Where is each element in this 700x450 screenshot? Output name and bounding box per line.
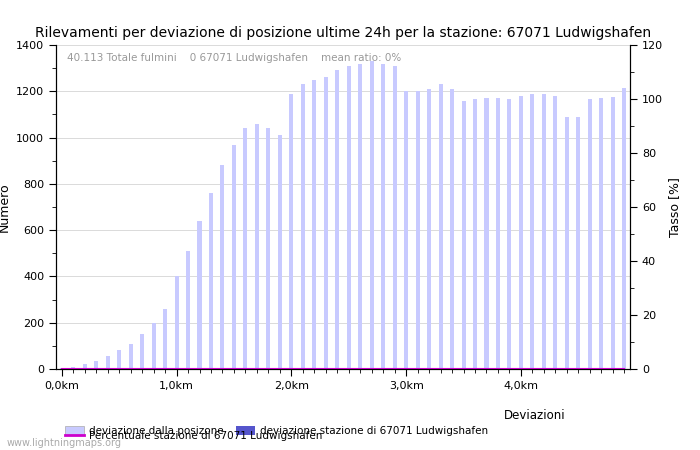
Bar [370, 61, 374, 369]
Bar [186, 251, 190, 369]
Bar [622, 88, 626, 369]
Bar [461, 100, 466, 369]
Bar [496, 98, 500, 369]
Bar [60, 368, 64, 369]
Bar [358, 63, 362, 369]
Bar [140, 334, 144, 369]
Legend: Percentuale stazione di 67071 Ludwigshafen: Percentuale stazione di 67071 Ludwigshaf… [61, 426, 327, 445]
Bar [382, 63, 385, 369]
Bar [209, 193, 213, 369]
Bar [94, 361, 98, 369]
Bar [83, 364, 87, 369]
Bar [106, 356, 110, 369]
Bar [576, 117, 580, 369]
Bar [129, 343, 132, 369]
Bar [244, 128, 247, 369]
Bar [174, 276, 179, 369]
Bar [335, 71, 340, 369]
Bar [565, 117, 569, 369]
Text: 40.113 Totale fulmini    0 67071 Ludwigshafen    mean ratio: 0%: 40.113 Totale fulmini 0 67071 Ludwigshaf… [67, 53, 402, 63]
Bar [117, 351, 121, 369]
Bar [542, 94, 546, 369]
Bar [278, 135, 282, 369]
Bar [197, 221, 202, 369]
Bar [301, 84, 304, 369]
Bar [346, 66, 351, 369]
Bar [416, 91, 419, 369]
Bar [267, 128, 270, 369]
Bar [450, 89, 454, 369]
Bar [554, 96, 557, 369]
Bar [404, 91, 408, 369]
Text: Deviazioni: Deviazioni [504, 410, 566, 422]
Legend: deviazione dalla posizone, deviazione stazione di 67071 Ludwigshafen: deviazione dalla posizone, deviazione st… [61, 422, 493, 440]
Bar [220, 165, 225, 369]
Y-axis label: Tasso [%]: Tasso [%] [668, 177, 682, 237]
Bar [324, 77, 328, 369]
Bar [312, 80, 316, 369]
Bar [484, 98, 489, 369]
Bar [232, 144, 236, 369]
Bar [71, 367, 75, 369]
Bar [508, 99, 512, 369]
Bar [611, 97, 615, 369]
Bar [393, 66, 397, 369]
Bar [152, 323, 155, 369]
Y-axis label: Numero: Numero [0, 182, 10, 232]
Title: Rilevamenti per deviazione di posizione ultime 24h per la stazione: 67071 Ludwig: Rilevamenti per deviazione di posizione … [35, 26, 651, 40]
Bar [427, 89, 431, 369]
Bar [473, 99, 477, 369]
Bar [439, 84, 442, 369]
Bar [289, 94, 293, 369]
Bar [588, 99, 592, 369]
Bar [255, 124, 259, 369]
Bar [519, 96, 523, 369]
Text: www.lightningmaps.org: www.lightningmaps.org [7, 438, 122, 448]
Bar [599, 98, 603, 369]
Bar [531, 94, 534, 369]
Bar [163, 309, 167, 369]
